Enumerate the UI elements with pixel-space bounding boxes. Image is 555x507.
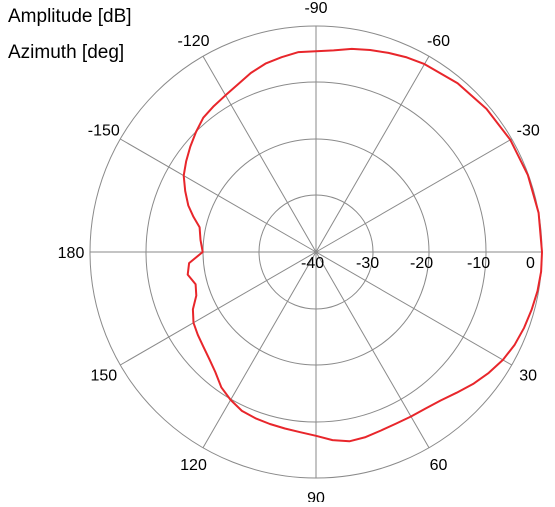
angular-grid-line xyxy=(316,56,429,252)
angular-axis-title: Azimuth [deg] xyxy=(8,42,124,64)
angular-grid xyxy=(90,26,542,478)
angular-tick-labels: -90 -60 -30 0 30 60 90 120 150 180 -150 -120 xyxy=(58,0,555,502)
series-layer xyxy=(184,49,542,441)
angular-tick-label: -30 xyxy=(517,123,540,140)
angular-tick-label: -60 xyxy=(427,33,450,50)
angular-tick-label: 120 xyxy=(180,457,207,474)
angular-tick-label: 150 xyxy=(90,368,117,385)
angular-grid-line xyxy=(316,139,512,252)
angular-grid-line xyxy=(203,56,316,252)
radial-tick-label: -30 xyxy=(356,255,379,272)
angular-tick-label: 30 xyxy=(519,368,537,385)
angular-grid-line xyxy=(316,252,429,448)
angular-tick-label: 90 xyxy=(307,490,325,502)
angular-tick-label: -120 xyxy=(177,33,209,50)
angular-tick-label: 180 xyxy=(58,245,85,262)
angular-tick-label: -150 xyxy=(88,123,120,140)
radial-axis-title: Amplitude [dB] xyxy=(8,6,132,28)
radial-tick-label: 0 xyxy=(526,255,535,272)
angular-grid-line xyxy=(120,139,316,252)
radial-tick-label: -40 xyxy=(301,255,324,272)
radial-tick-label: -10 xyxy=(467,255,490,272)
pattern-series-line xyxy=(184,49,542,441)
angular-grid-line xyxy=(203,252,316,448)
angular-grid-line xyxy=(120,252,316,365)
angular-tick-label: -90 xyxy=(304,0,327,17)
radial-tick-label: -20 xyxy=(410,255,433,272)
angular-tick-label: 60 xyxy=(430,457,448,474)
